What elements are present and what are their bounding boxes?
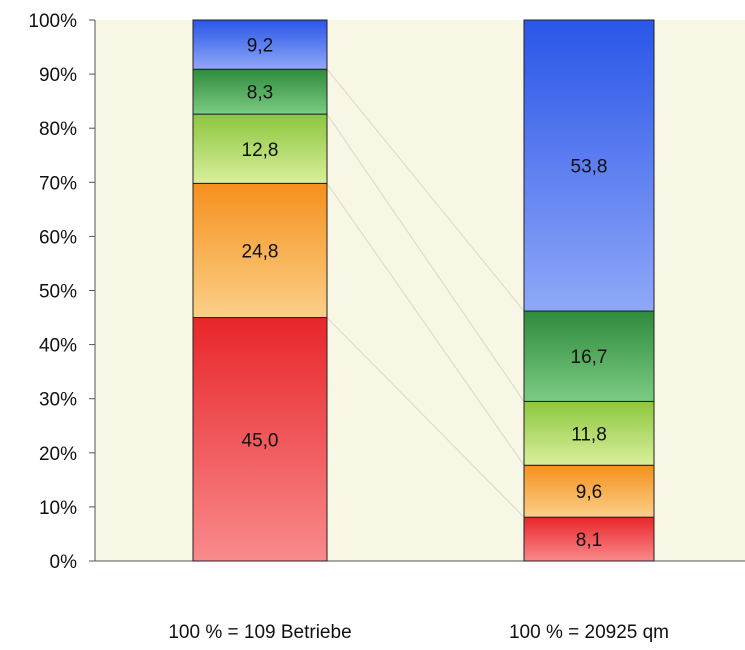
bar-segment (523, 464, 655, 518)
bar-value-label: 11,8 (571, 424, 607, 445)
connector-line (326, 68, 525, 312)
y-tick-label: 90% (39, 65, 77, 86)
bar-value-label: 9,6 (576, 482, 602, 503)
bar-segment (192, 317, 328, 562)
category-label: 100 % = 20925 qm (509, 622, 669, 643)
y-tick-label: 70% (39, 173, 77, 194)
bar-value-label: 8,1 (576, 530, 602, 551)
y-tick-label: 60% (39, 227, 77, 248)
bar-segment (523, 516, 655, 562)
bar-value-label: 12,8 (242, 140, 279, 161)
bar-segment (192, 182, 328, 319)
bar-value-label: 24,8 (242, 241, 279, 262)
bar-segment (523, 310, 655, 402)
connector-line (326, 317, 525, 518)
bar-value-label: 45,0 (242, 430, 279, 451)
y-tick-label: 0% (50, 552, 78, 573)
bar-value-label: 16,7 (571, 347, 608, 368)
y-tick-label: 50% (39, 282, 77, 303)
y-tick-label: 80% (39, 119, 77, 140)
y-tick-label: 30% (39, 390, 77, 411)
connector-line (326, 113, 525, 402)
bar-segment (192, 68, 328, 115)
category-label: 100 % = 109 Betriebe (168, 622, 351, 643)
bar-value-label: 53,8 (571, 157, 608, 178)
bar-segment (523, 400, 655, 466)
bar-segment (523, 19, 655, 312)
y-tick-label: 100% (28, 11, 77, 32)
connector-line (326, 183, 525, 466)
y-tick-label: 10% (39, 498, 77, 519)
y-tick-label: 40% (39, 336, 77, 357)
bar-value-label: 9,2 (247, 36, 273, 57)
bar-segment (192, 19, 328, 70)
y-tick-label: 20% (39, 444, 77, 465)
bar-segment (192, 113, 328, 184)
bar-value-label: 8,3 (247, 83, 273, 104)
